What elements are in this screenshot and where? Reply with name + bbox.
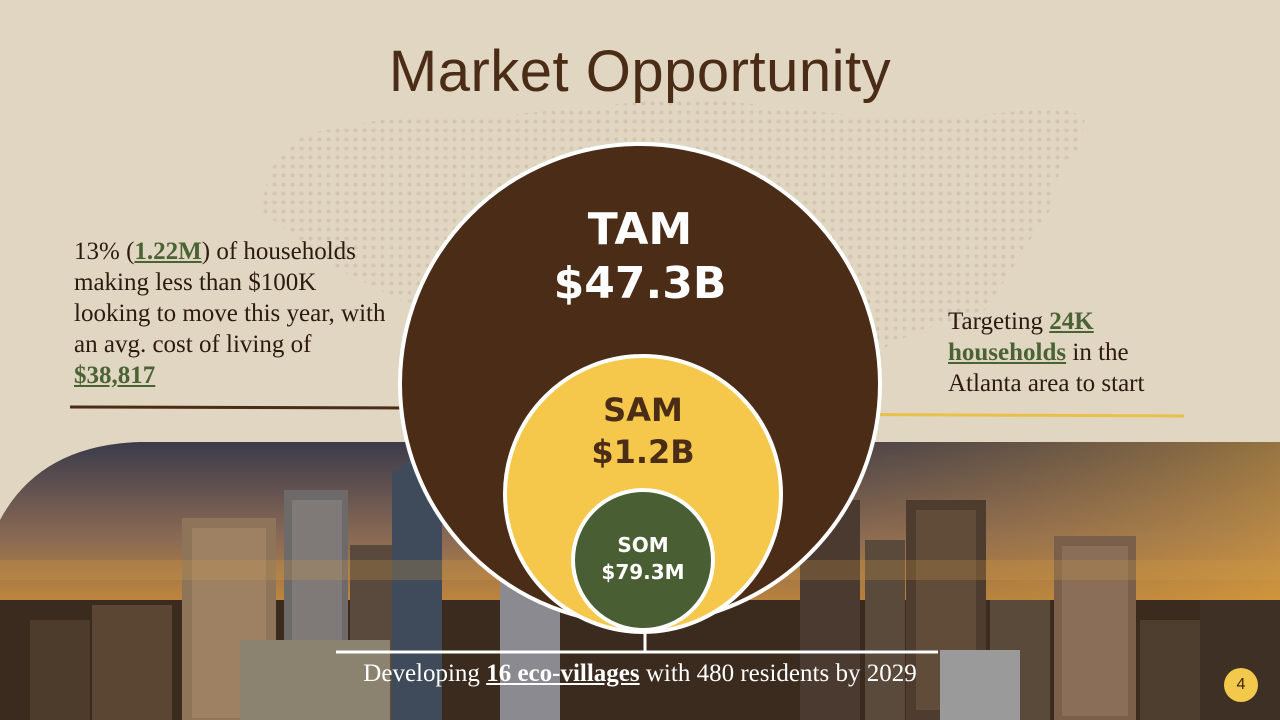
callout-suffix: in the Atlanta area to start (948, 339, 1145, 397)
eco-villages-link[interactable]: 16 eco-villages (486, 660, 640, 687)
target-households-callout: Targeting 24K households in the Atlanta … (948, 306, 1188, 399)
callout-prefix: 13% ( (74, 238, 135, 265)
eco-villages-caption: Developing 16 eco-villages with 480 resi… (0, 660, 1280, 688)
tam-value: $47.3B (553, 258, 727, 309)
slide-title: Market Opportunity (388, 39, 892, 104)
callout-prefix: Targeting (948, 308, 1050, 335)
left-connector-line (69, 405, 405, 410)
som-label: SOM (617, 533, 669, 557)
cost-of-living-link[interactable]: $38,817 (74, 362, 156, 389)
caption-suffix: with 480 residents by 2029 (639, 660, 917, 687)
households-count-link[interactable]: 1.22M (134, 238, 202, 265)
sam-label-group: SAM $1.2B (548, 390, 738, 474)
som-label-group: SOM $79.3M (583, 532, 703, 586)
page-number-badge: 4 (1224, 668, 1258, 702)
som-value: $79.3M (601, 560, 685, 584)
som-circle (571, 488, 715, 632)
caption-prefix: Developing (363, 660, 487, 687)
sam-label: SAM (603, 391, 683, 429)
household-stat-callout: 13% (1.22M) of households making less th… (74, 236, 394, 391)
target-households-link[interactable]: 24K households (948, 308, 1094, 366)
sam-value: $1.2B (591, 433, 695, 471)
tam-label-group: TAM $47.3B (540, 204, 740, 312)
tam-label: TAM (587, 204, 693, 255)
callout-middle: ) of households making less than $100K l… (74, 238, 386, 358)
